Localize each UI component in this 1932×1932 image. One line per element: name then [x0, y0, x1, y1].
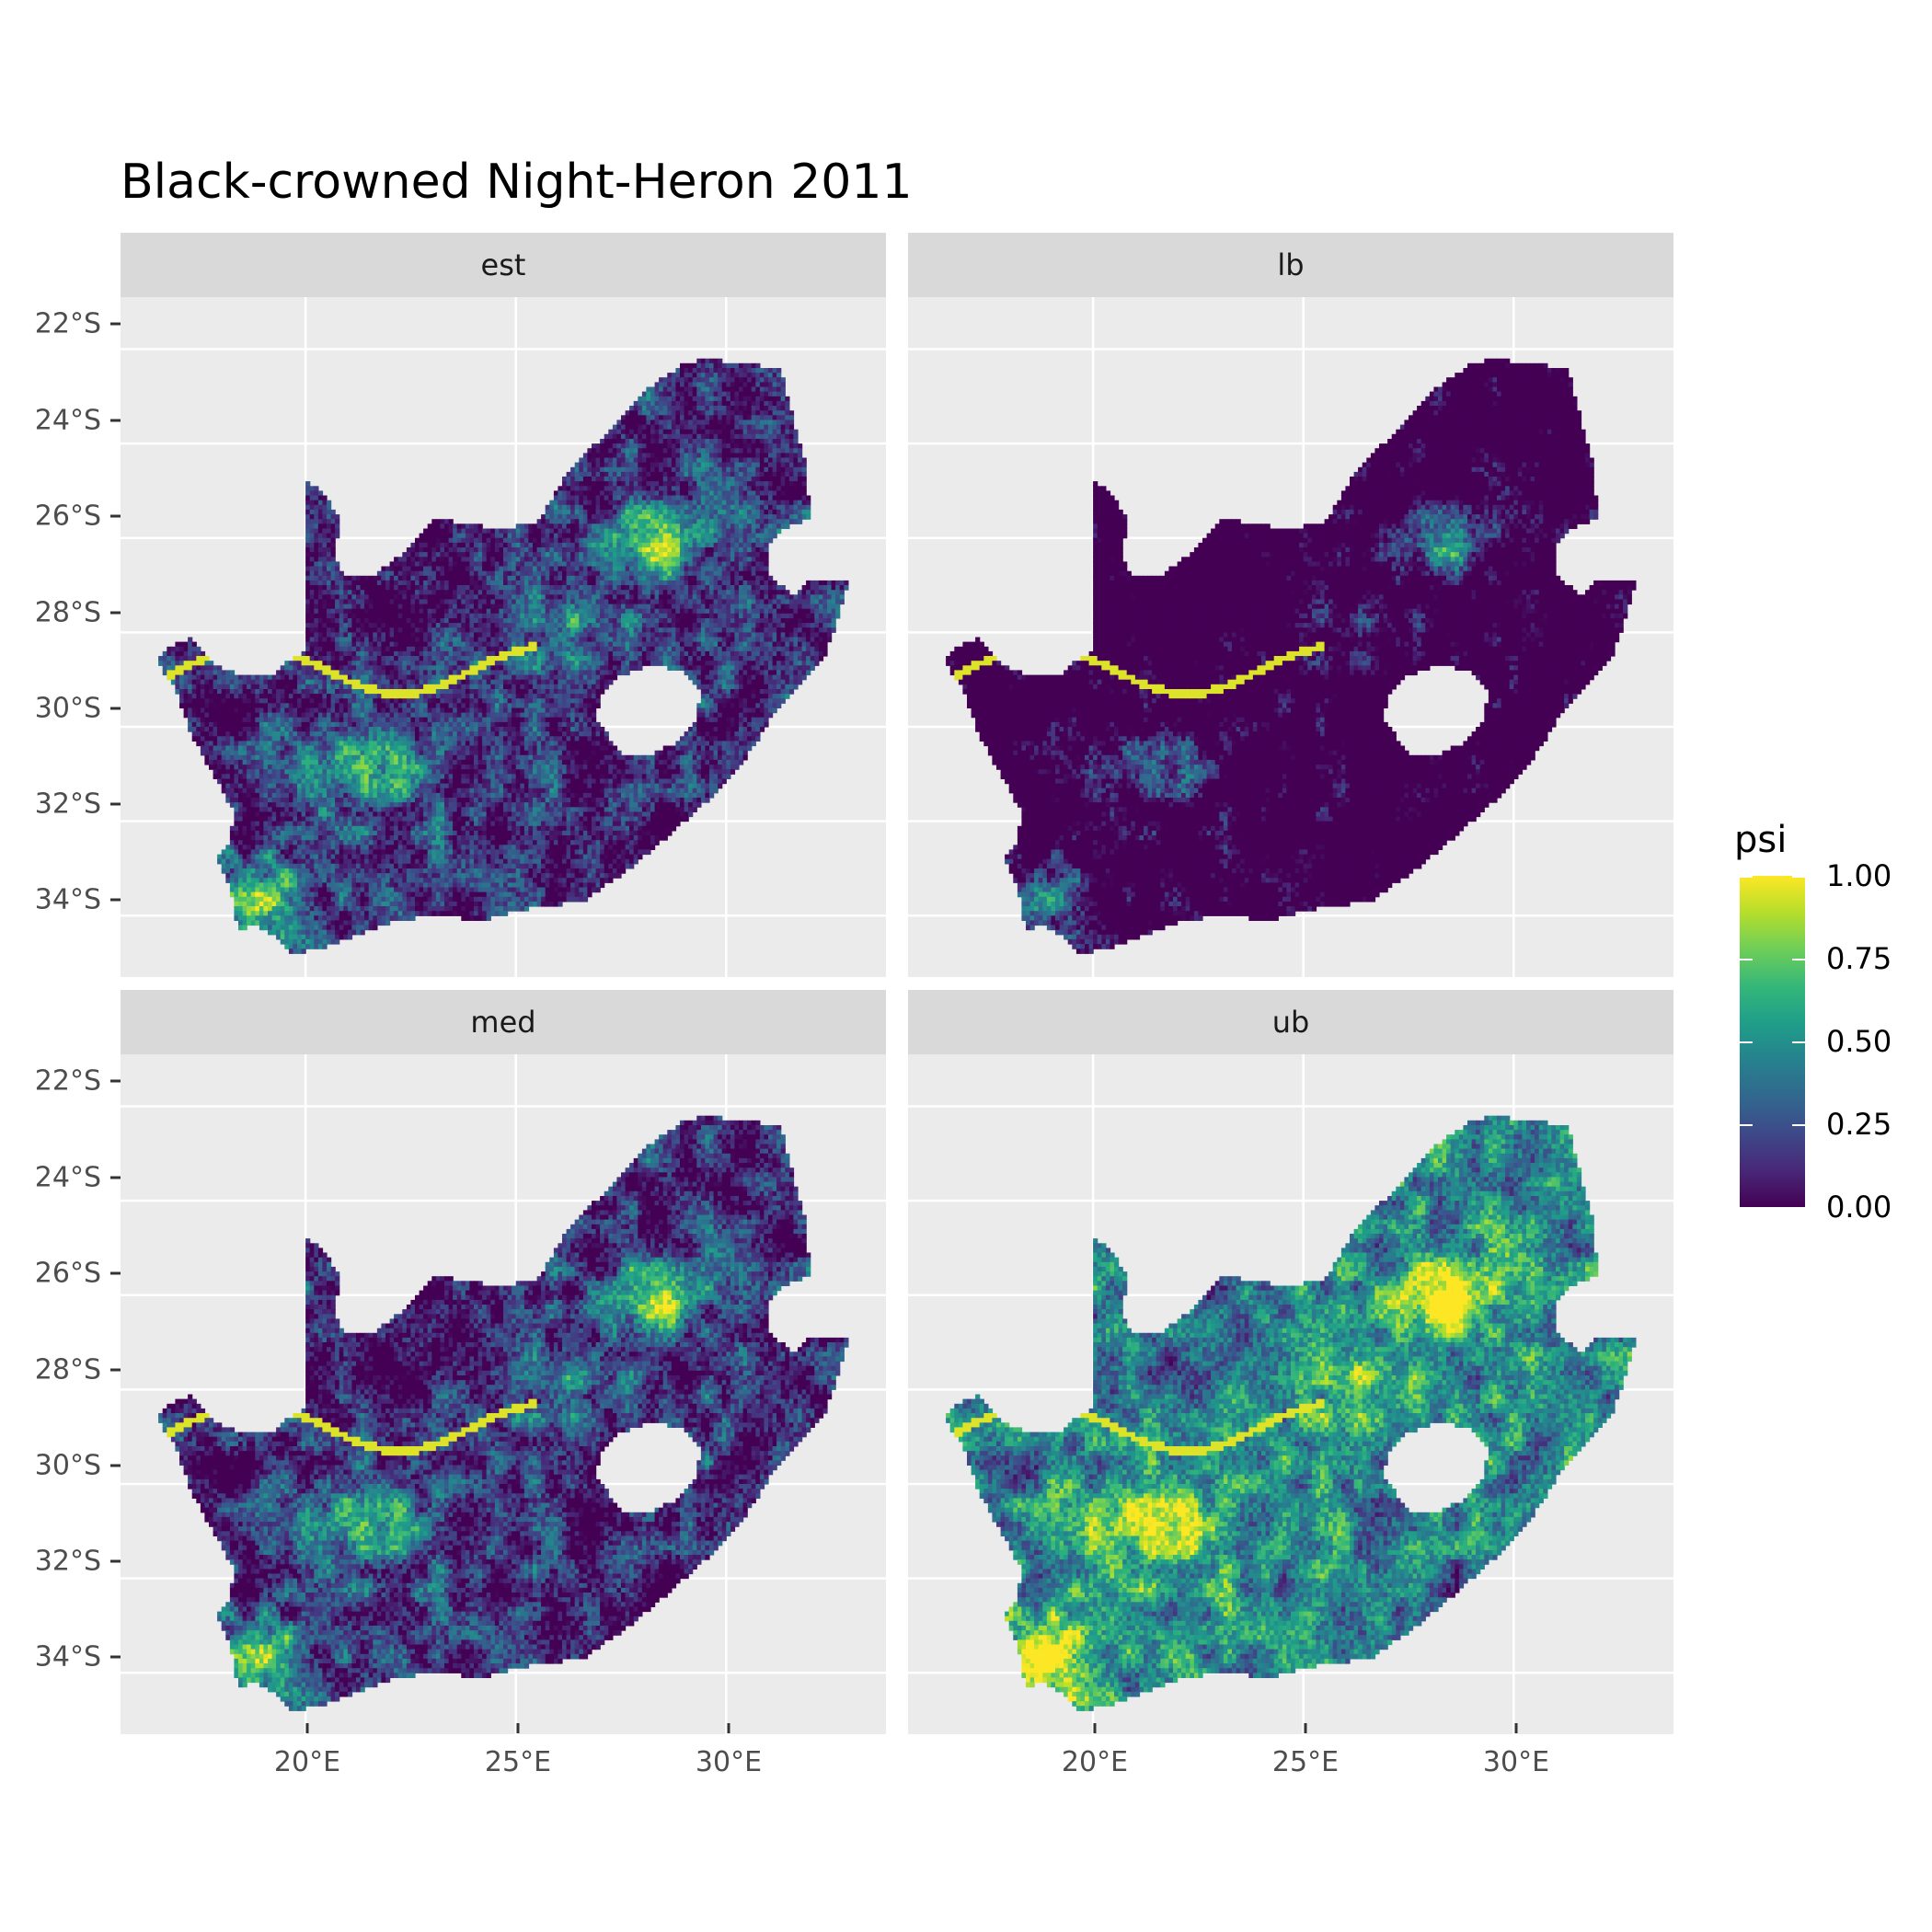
map-panel-ub [908, 1054, 1673, 1734]
y-tick-label: 26°S [0, 500, 101, 533]
legend-tick [1740, 1124, 1753, 1126]
legend-tick [1792, 959, 1805, 960]
y-tick-label: 28°S [0, 1354, 101, 1386]
legend-tick [1792, 1207, 1805, 1209]
y-tick-label: 24°S [0, 405, 101, 437]
y-tick-label: 28°S [0, 597, 101, 629]
legend-tick [1740, 1041, 1753, 1043]
x-tick-label: 25°E [485, 1746, 551, 1778]
psi-raster [946, 358, 1637, 954]
x-tick-label: 20°E [1062, 1746, 1128, 1778]
legend-label: 0.25 [1826, 1107, 1892, 1142]
y-tick [110, 514, 121, 518]
y-tick [110, 611, 121, 615]
legend-label: 0.50 [1826, 1024, 1892, 1059]
x-tick-label: 25°E [1272, 1746, 1339, 1778]
legend-tick [1792, 876, 1805, 878]
y-tick [110, 1559, 121, 1563]
map-panel-lb [908, 297, 1673, 977]
y-tick [110, 802, 121, 806]
legend-label: 0.75 [1826, 941, 1892, 976]
legend-title: psi [1734, 819, 1787, 861]
x-tick-label: 30°E [696, 1746, 762, 1778]
facet-strip-med: med [121, 990, 886, 1054]
y-tick-label: 24°S [0, 1162, 101, 1194]
psi-raster [946, 1115, 1637, 1711]
y-tick [110, 1271, 121, 1275]
y-tick-label: 30°S [0, 693, 101, 725]
facet-strip-lb: lb [908, 233, 1673, 297]
y-tick-label: 22°S [0, 308, 101, 340]
x-tick [516, 1723, 520, 1733]
x-tick [1093, 1723, 1097, 1733]
x-tick [1304, 1723, 1307, 1733]
x-tick [727, 1723, 730, 1733]
color-legend: psi 1.00 0.75 0.50 0.25 0.00 [1734, 819, 1918, 1242]
y-tick [110, 707, 121, 710]
y-tick-label: 34°S [0, 884, 101, 916]
facet-strip-est: est [121, 233, 886, 297]
y-tick-label: 30°S [0, 1450, 101, 1482]
facet-panel-ub: ub [908, 990, 1673, 1734]
plot-title: Black-crowned Night-Heron 2011 [121, 155, 913, 210]
facet-panel-med: med [121, 990, 886, 1734]
y-tick [110, 1176, 121, 1179]
y-tick-label: 26°S [0, 1258, 101, 1290]
x-tick-label: 30°E [1483, 1746, 1549, 1778]
legend-tick [1740, 959, 1753, 960]
y-tick-label: 34°S [0, 1641, 101, 1673]
y-tick-label: 32°S [0, 1546, 101, 1578]
y-tick [110, 419, 121, 422]
y-tick [110, 1368, 121, 1372]
psi-raster [158, 358, 849, 954]
x-tick [1514, 1723, 1518, 1733]
x-tick-label: 20°E [274, 1746, 340, 1778]
y-tick [110, 1655, 121, 1659]
legend-tick [1740, 1207, 1753, 1209]
map-panel-est [121, 297, 886, 977]
y-tick [110, 322, 121, 326]
y-tick-label: 22°S [0, 1065, 101, 1098]
y-tick [110, 1079, 121, 1083]
legend-tick [1792, 1041, 1805, 1043]
facet-panel-lb: lb [908, 233, 1673, 977]
legend-label: 0.00 [1826, 1190, 1892, 1225]
psi-raster [158, 1115, 849, 1711]
legend-tick [1740, 876, 1753, 878]
facet-panel-est: est [121, 233, 886, 977]
map-panel-med [121, 1054, 886, 1734]
legend-label: 1.00 [1826, 858, 1892, 893]
y-tick-label: 32°S [0, 788, 101, 821]
y-tick [110, 1464, 121, 1467]
y-tick [110, 898, 121, 902]
legend-tick [1792, 1124, 1805, 1126]
x-tick [305, 1723, 309, 1733]
facet-strip-ub: ub [908, 990, 1673, 1054]
